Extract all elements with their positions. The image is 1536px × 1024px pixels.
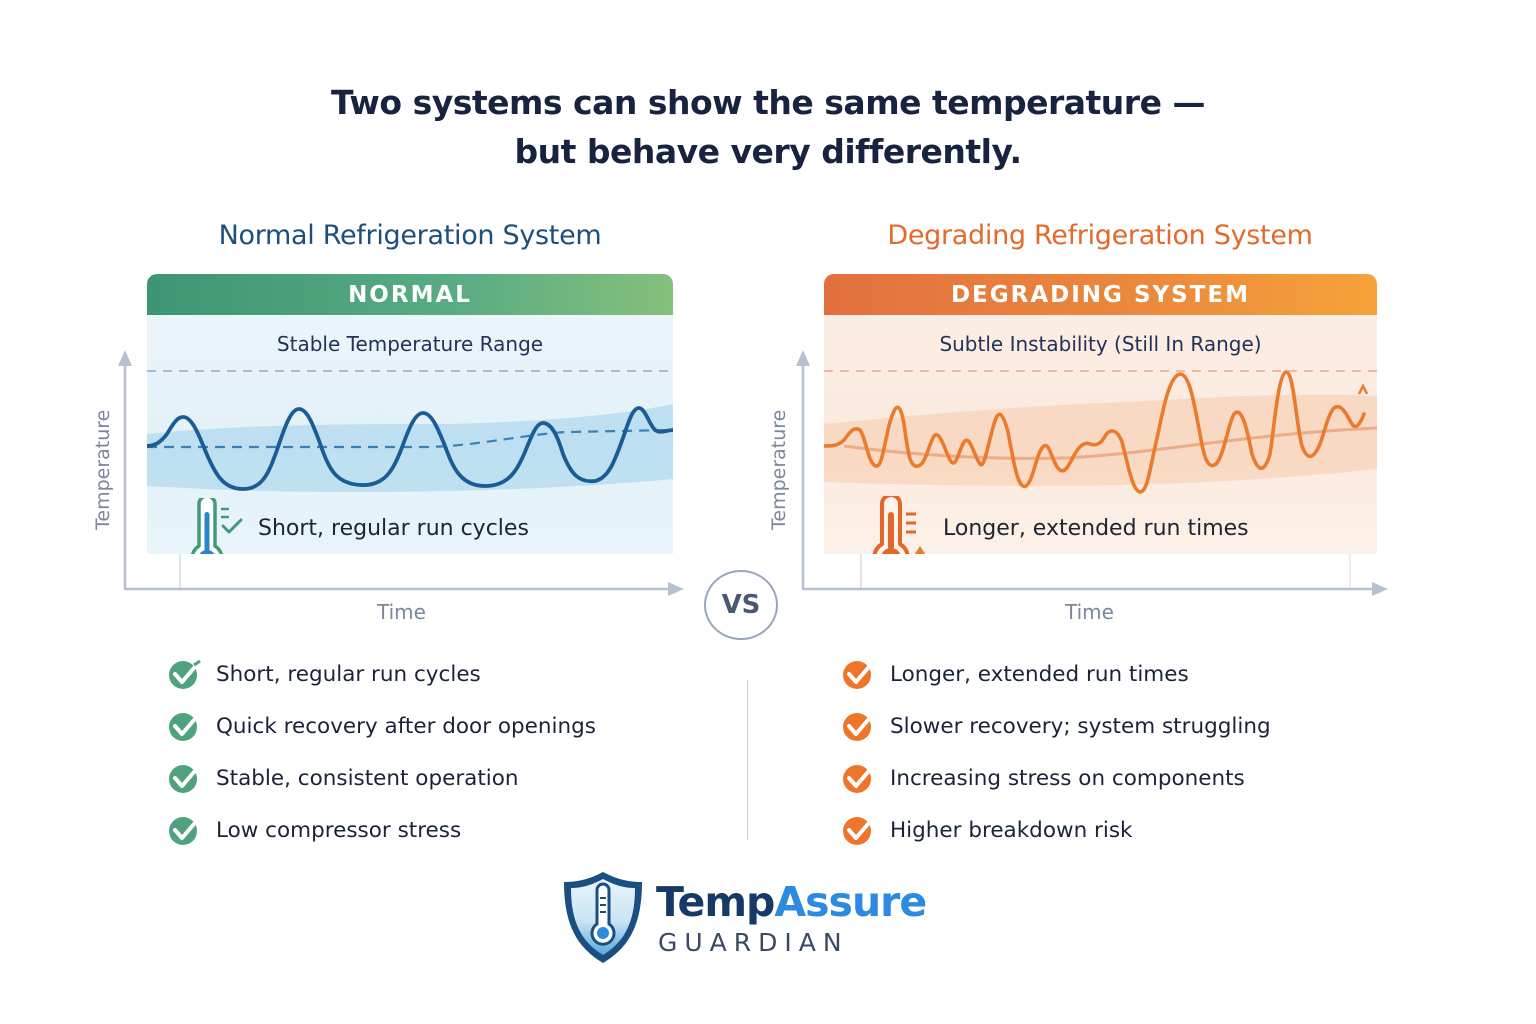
- normal-system-title: Normal Refrigeration System: [218, 220, 602, 251]
- brand-logo: TempAssure GUARDIAN: [560, 868, 940, 968]
- headline-line-1: Two systems can show the same temperatur…: [331, 83, 1205, 122]
- orange-check-icon: [843, 763, 876, 793]
- list-item: Increasing stress on components: [840, 752, 1271, 804]
- normal-chart-note: Short, regular run cycles: [258, 516, 529, 541]
- y-axis-arrow-right: [796, 350, 810, 366]
- degrading-chart-note: Longer, extended run times: [943, 516, 1249, 541]
- list-item: Slower recovery; system struggling: [840, 700, 1271, 752]
- normal-features-list: Short, regular run cycles Quick recovery…: [166, 648, 596, 856]
- column-divider: [747, 680, 748, 840]
- orange-check-icon: [843, 711, 876, 741]
- green-check-icon: [169, 659, 202, 689]
- normal-temperature-chart: [147, 370, 673, 492]
- brand-name: TempAssure: [656, 878, 927, 926]
- shield-thermometer-icon: [564, 872, 642, 963]
- x-axis-arrow-right: [1372, 582, 1388, 596]
- green-check-icon: [169, 711, 202, 741]
- x-axis-arrow-left: [668, 582, 684, 596]
- headline-line-2: but behave very differently.: [514, 132, 1022, 171]
- green-check-icon: [169, 763, 202, 793]
- orange-check-icon: [843, 815, 876, 845]
- orange-check-icon: [843, 659, 876, 689]
- list-item: Higher breakdown risk: [840, 804, 1271, 856]
- headline: Two systems can show the same temperatur…: [0, 78, 1536, 176]
- green-check-icon: [169, 815, 202, 845]
- x-axis-label-left: Time: [377, 600, 426, 624]
- y-axis-label-left: Temperature: [92, 409, 114, 530]
- degrading-badge: DEGRADING SYSTEM: [824, 274, 1377, 315]
- list-item: Stable, consistent operation: [166, 752, 596, 804]
- normal-chart-panel: NORMAL Stable Temperature Range Short, r…: [147, 274, 673, 554]
- brand-wordmark: TempAssure GUARDIAN: [656, 878, 927, 957]
- degrading-temperature-chart: [824, 370, 1377, 494]
- degrading-chart-panel: DEGRADING SYSTEM Subtle Instability (Sti…: [824, 274, 1377, 554]
- list-item: Low compressor stress: [166, 804, 596, 856]
- degrading-chart-subtitle: Subtle Instability (Still In Range): [939, 332, 1262, 356]
- thermometer-warning-icon: [872, 496, 926, 554]
- brand-tagline: GUARDIAN: [658, 928, 849, 957]
- thermometer-check-icon: [191, 498, 243, 554]
- y-axis-arrow-left: [118, 350, 132, 366]
- degrading-system-title: Degrading Refrigeration System: [887, 220, 1313, 251]
- vs-badge: VS: [704, 570, 778, 640]
- list-item: Quick recovery after door openings: [166, 700, 596, 752]
- list-item: Longer, extended run times: [840, 648, 1271, 700]
- normal-badge: NORMAL: [147, 274, 673, 315]
- x-axis-label-right: Time: [1065, 600, 1114, 624]
- list-item: Short, regular run cycles: [166, 648, 596, 700]
- y-axis-label-right: Temperature: [768, 409, 790, 530]
- degrading-features-list: Longer, extended run times Slower recove…: [840, 648, 1271, 856]
- normal-chart-subtitle: Stable Temperature Range: [276, 332, 544, 356]
